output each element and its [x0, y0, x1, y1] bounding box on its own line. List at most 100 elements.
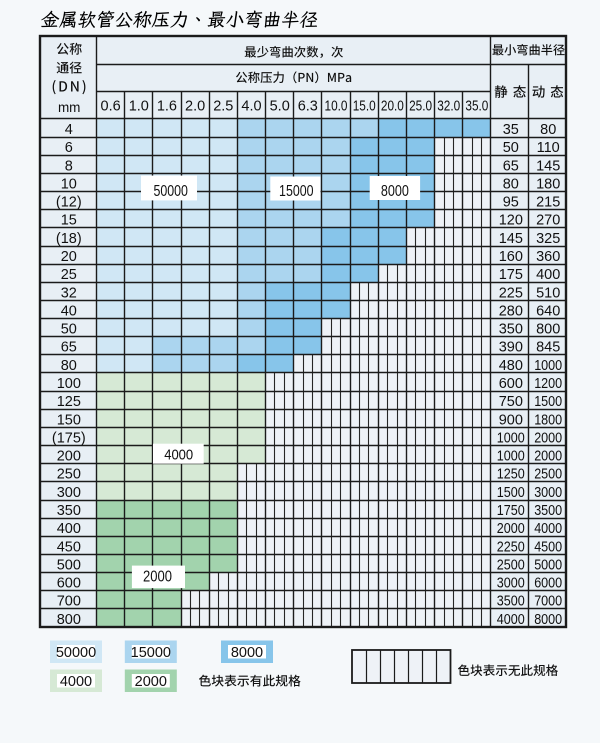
svg-text:450: 450	[57, 539, 81, 555]
svg-text:2.0: 2.0	[185, 99, 205, 115]
svg-text:50000: 50000	[153, 183, 188, 200]
svg-text:2000: 2000	[534, 430, 562, 446]
svg-text:4000: 4000	[534, 521, 562, 537]
svg-text:600: 600	[499, 376, 523, 392]
svg-text:145: 145	[536, 158, 560, 174]
svg-text:35.0: 35.0	[465, 99, 488, 115]
svg-text:1200: 1200	[534, 376, 562, 392]
svg-text:120: 120	[499, 213, 523, 229]
svg-text:3500: 3500	[534, 503, 562, 519]
svg-text:8000: 8000	[231, 645, 263, 661]
svg-text:110: 110	[537, 140, 560, 156]
svg-text:280: 280	[499, 303, 523, 319]
svg-text:25.0: 25.0	[409, 99, 432, 115]
svg-text:2000: 2000	[135, 674, 167, 690]
svg-text:360: 360	[536, 249, 560, 265]
svg-text:15000: 15000	[279, 183, 314, 200]
svg-text:845: 845	[536, 340, 560, 356]
svg-text:510: 510	[536, 285, 560, 301]
svg-text:2.5: 2.5	[213, 99, 233, 115]
svg-text:750: 750	[499, 394, 523, 410]
svg-text:50: 50	[503, 140, 519, 156]
svg-text:160: 160	[499, 249, 523, 265]
svg-text:350: 350	[499, 322, 523, 338]
svg-text:5.0: 5.0	[270, 99, 290, 115]
svg-text:(175): (175)	[52, 430, 86, 446]
svg-text:1000: 1000	[497, 430, 525, 446]
svg-text:4000: 4000	[497, 612, 525, 628]
svg-text:15: 15	[61, 213, 77, 229]
svg-text:40: 40	[61, 303, 77, 319]
svg-text:350: 350	[57, 503, 81, 519]
svg-text:2000: 2000	[534, 449, 562, 465]
svg-text:175: 175	[499, 267, 523, 283]
svg-text:100: 100	[57, 376, 81, 392]
svg-text:5000: 5000	[534, 557, 562, 573]
svg-text:4500: 4500	[534, 539, 562, 555]
svg-text:mm: mm	[58, 100, 81, 115]
svg-text:35: 35	[503, 122, 519, 138]
svg-text:20: 20	[61, 249, 77, 265]
svg-text:400: 400	[57, 521, 81, 537]
svg-text:1500: 1500	[497, 485, 525, 501]
svg-text:1.6: 1.6	[157, 99, 177, 115]
svg-text:80: 80	[540, 122, 556, 138]
svg-text:2000: 2000	[143, 569, 172, 586]
svg-text:480: 480	[499, 358, 523, 374]
svg-text:80: 80	[503, 176, 519, 192]
svg-text:8: 8	[65, 158, 73, 174]
svg-text:4.0: 4.0	[241, 99, 261, 115]
svg-text:50: 50	[61, 322, 77, 338]
svg-text:145: 145	[499, 231, 523, 247]
svg-text:2000: 2000	[497, 521, 525, 537]
svg-text:32: 32	[61, 285, 77, 301]
svg-text:125: 125	[57, 394, 81, 410]
svg-text:1000: 1000	[534, 358, 562, 374]
svg-text:3500: 3500	[497, 594, 525, 610]
svg-text:20.0: 20.0	[381, 99, 404, 115]
svg-text:150: 150	[57, 412, 81, 428]
svg-text:80: 80	[61, 358, 77, 374]
svg-text:900: 900	[499, 412, 523, 428]
svg-text:1500: 1500	[534, 394, 562, 410]
svg-text:10: 10	[61, 176, 77, 192]
svg-text:25: 25	[61, 267, 77, 283]
svg-text:1000: 1000	[497, 449, 525, 465]
svg-text:250: 250	[57, 467, 81, 483]
svg-text:4: 4	[65, 122, 73, 138]
svg-text:600: 600	[57, 576, 81, 592]
svg-text:8000: 8000	[381, 183, 409, 200]
svg-text:180: 180	[536, 176, 560, 192]
svg-text:2500: 2500	[534, 467, 562, 483]
svg-text:2250: 2250	[497, 539, 525, 555]
svg-text:50000: 50000	[56, 645, 96, 661]
svg-text:6000: 6000	[534, 576, 562, 592]
svg-text:225: 225	[499, 285, 523, 301]
svg-text:(18): (18)	[56, 231, 82, 247]
svg-text:215: 215	[536, 195, 560, 211]
svg-text:1.0: 1.0	[129, 99, 149, 115]
svg-text:300: 300	[57, 485, 81, 501]
svg-text:65: 65	[61, 340, 77, 356]
svg-text:65: 65	[503, 158, 519, 174]
svg-text:32.0: 32.0	[437, 99, 460, 115]
svg-text:95: 95	[503, 195, 519, 211]
svg-text:4000: 4000	[60, 674, 92, 690]
svg-text:200: 200	[57, 449, 81, 465]
svg-text:270: 270	[536, 213, 560, 229]
svg-text:(12): (12)	[56, 195, 82, 211]
svg-text:4000: 4000	[164, 447, 193, 464]
svg-text:700: 700	[57, 594, 81, 610]
svg-text:800: 800	[57, 612, 81, 628]
svg-text:6: 6	[65, 140, 73, 156]
svg-text:15000: 15000	[131, 645, 171, 661]
svg-text:400: 400	[536, 267, 560, 283]
svg-text:7000: 7000	[534, 594, 562, 610]
svg-text:15.0: 15.0	[353, 99, 376, 115]
svg-text:800: 800	[536, 322, 560, 338]
svg-text:10.0: 10.0	[325, 99, 348, 115]
svg-text:8000: 8000	[534, 612, 562, 628]
svg-text:500: 500	[57, 557, 81, 573]
svg-text:0.6: 0.6	[101, 99, 121, 115]
svg-text:3000: 3000	[497, 576, 525, 592]
